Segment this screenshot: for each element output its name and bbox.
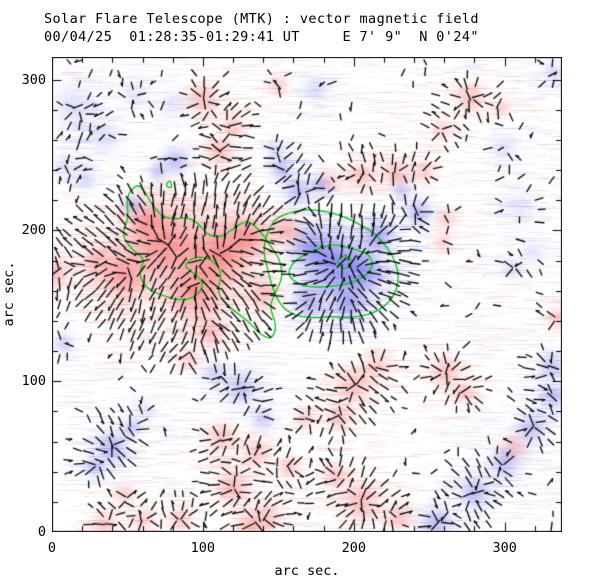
plot-area: [52, 57, 562, 532]
y-tick-label: 300: [21, 71, 46, 88]
x-tick-label: 200: [341, 540, 366, 556]
chart-title: Solar Flare Telescope (MTK) : vector mag…: [44, 11, 479, 27]
x-tick-label: 300: [492, 540, 517, 556]
x-tick-label: 0: [47, 540, 57, 556]
y-tick-label: 200: [21, 222, 46, 239]
y-tick-label: 100: [21, 373, 46, 390]
x-axis-label: arc sec.: [274, 563, 340, 579]
chart-subtitle: 00/04/25 01:28:35-01:29:41 UT E 7' 9" N …: [44, 29, 479, 45]
y-tick-label: 0: [37, 524, 46, 540]
x-tick-label: 100: [190, 540, 216, 556]
y-axis-label: arc sec.: [1, 261, 17, 327]
magnetogram-canvas: [52, 57, 562, 532]
